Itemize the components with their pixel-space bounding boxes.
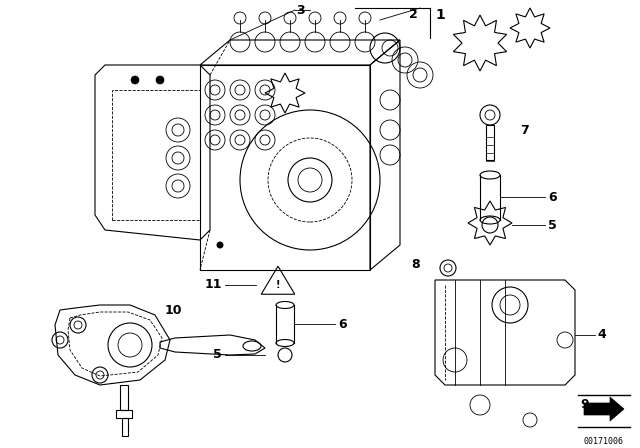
Text: 11: 11 [205, 279, 222, 292]
Text: 5: 5 [213, 349, 222, 362]
Bar [120, 385, 128, 410]
Text: 7: 7 [520, 124, 529, 137]
Text: 5: 5 [548, 219, 557, 232]
Polygon shape [584, 397, 624, 421]
Text: 00171006: 00171006 [584, 437, 624, 446]
Bar [122, 418, 128, 436]
Text: 9: 9 [580, 399, 589, 412]
Text: 2: 2 [409, 8, 418, 21]
Text: 8: 8 [412, 258, 420, 271]
Circle shape [217, 242, 223, 248]
Bar [486, 125, 494, 160]
Text: 10: 10 [165, 303, 182, 316]
Bar [116, 410, 132, 418]
Text: 1: 1 [435, 8, 445, 22]
Circle shape [131, 76, 139, 84]
Text: 3: 3 [296, 4, 305, 17]
Text: !: ! [276, 280, 280, 290]
Text: 6: 6 [548, 190, 557, 203]
Circle shape [156, 76, 164, 84]
Text: 4: 4 [597, 328, 605, 341]
Text: 6: 6 [338, 318, 347, 331]
